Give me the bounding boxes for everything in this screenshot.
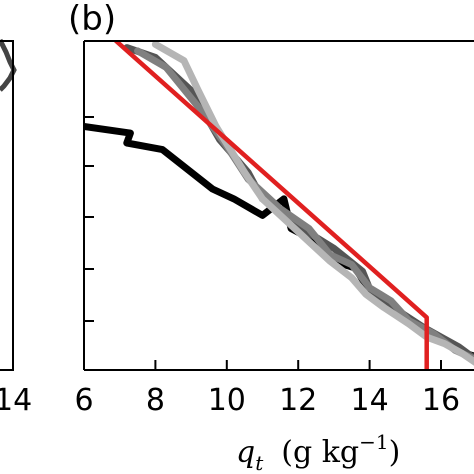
x-tick-label-12: 12 — [279, 383, 317, 418]
x-axis-label-symbol: q — [236, 435, 255, 470]
x-tick-label-8: 8 — [146, 383, 165, 418]
panel-b-label: (b) — [68, 0, 116, 39]
panel-a: 14 — [0, 38, 32, 418]
x-tick-label-10: 10 — [208, 383, 246, 418]
x-axis-label-subscript: t — [255, 451, 264, 474]
panel-a-data-line — [0, 38, 17, 92]
x-axis-label-exponent: −1 — [359, 430, 388, 454]
panel-b: (b) 6 8 10 12 14 16 qt (g kg−1) — [68, 0, 474, 474]
x-tick-label-6: 6 — [74, 383, 93, 418]
panel-b-y-ticks — [84, 116, 94, 322]
series-line-5 — [113, 40, 429, 370]
x-tick-label-16: 16 — [422, 383, 460, 418]
panel-a-x-tick-label: 14 — [0, 383, 32, 418]
x-axis-label: qt (g kg−1) — [236, 430, 400, 474]
panel-b-axis-frame — [83, 40, 474, 371]
panel-b-x-ticks: 6 8 10 12 14 16 — [74, 360, 460, 418]
x-axis-label-unit-open: (g kg — [281, 435, 359, 470]
panel-a-axis-frame — [0, 40, 14, 371]
x-axis-label-unit-close: ) — [389, 435, 401, 470]
panel-b-series-group — [84, 40, 474, 370]
series-line-4 — [151, 40, 474, 366]
x-tick-label-14: 14 — [351, 383, 389, 418]
